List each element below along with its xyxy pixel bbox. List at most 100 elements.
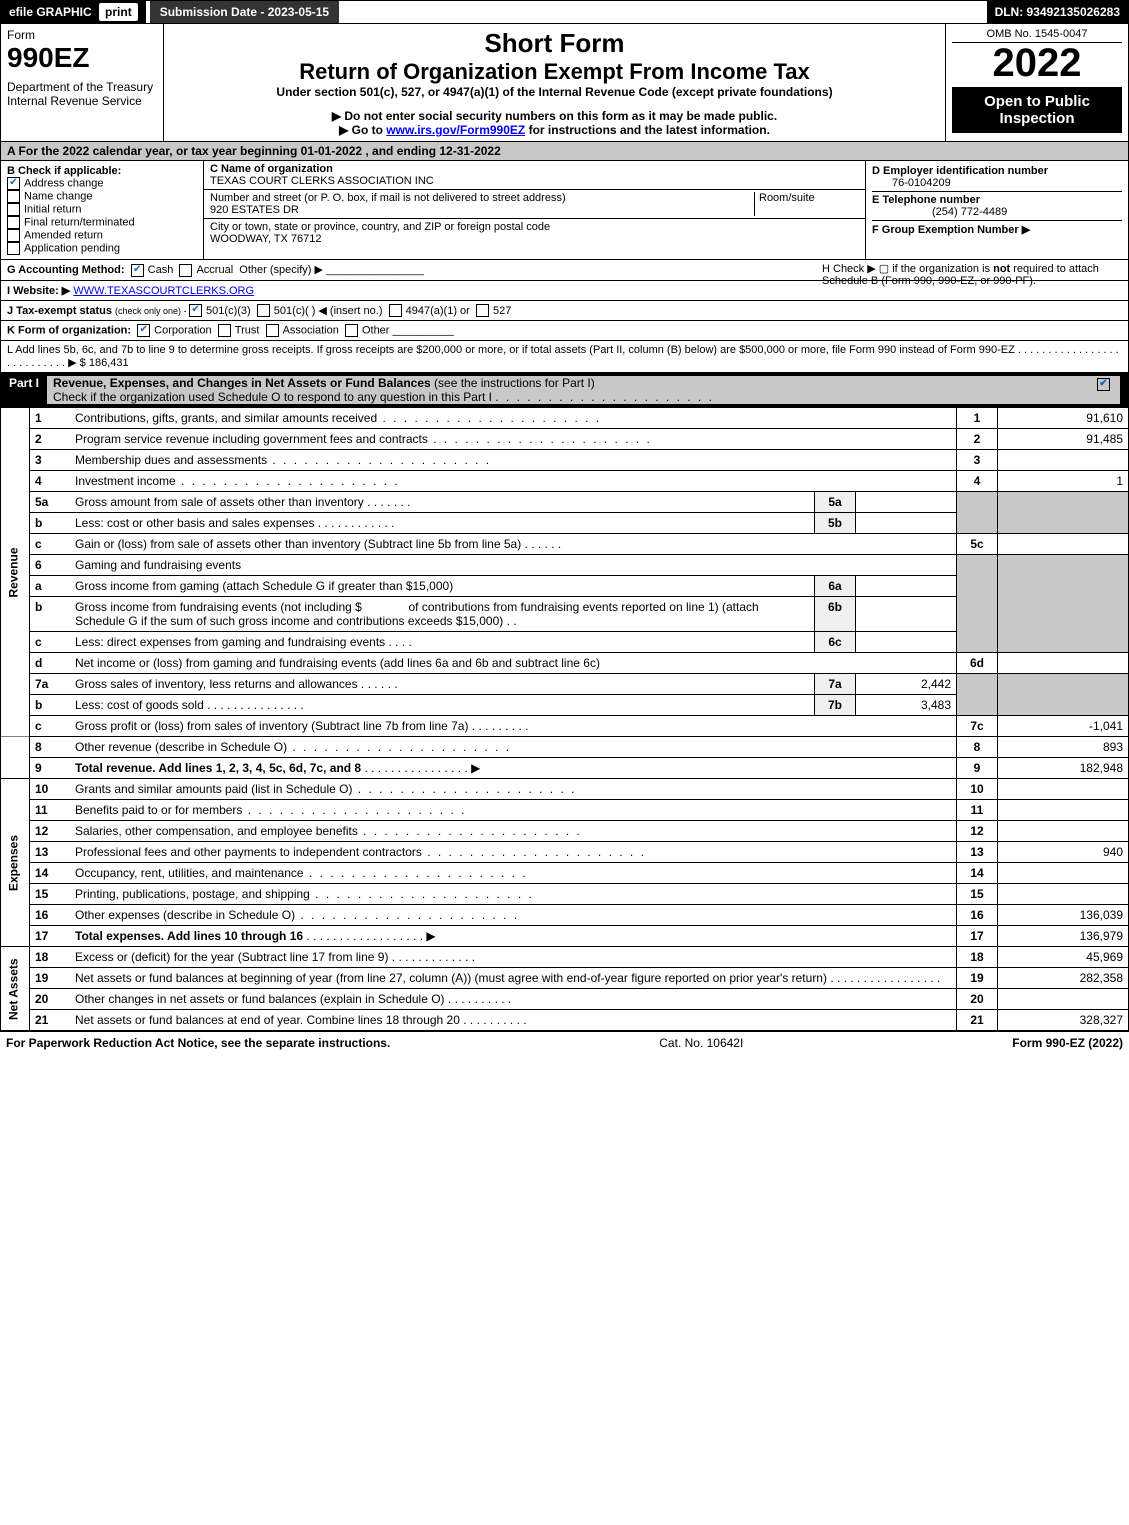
row-l-gross-receipts: L Add lines 5b, 6c, and 7b to line 9 to … (0, 341, 1129, 373)
chk-initial-return[interactable] (7, 203, 20, 216)
ln-20: 20 (30, 989, 71, 1010)
rnum-5c: 5c (957, 534, 998, 555)
k-label: K Form of organization: (7, 325, 131, 337)
chk-4947a1[interactable] (389, 304, 402, 317)
midnum-6a: 6a (815, 576, 856, 597)
footer-right: Form 990-EZ (2022) (1012, 1036, 1123, 1050)
lbl-527: 527 (493, 305, 511, 317)
ln-5a: 5a (30, 492, 71, 513)
desc-19-text: Net assets or fund balances at beginning… (75, 971, 827, 985)
chk-address-change[interactable] (7, 177, 20, 190)
open-inspection: Open to Public Inspection (952, 87, 1122, 133)
chk-527[interactable] (476, 304, 489, 317)
desc-6c: Less: direct expenses from gaming and fu… (70, 632, 815, 653)
tax-year: 2022 (952, 43, 1122, 83)
chk-association[interactable] (266, 324, 279, 337)
f-grp-label: F Group Exemption Number ▶ (872, 224, 1030, 236)
col-b-checkboxes: B Check if applicable: Address change Na… (1, 161, 204, 259)
lbl-final-return: Final return/terminated (24, 216, 135, 228)
rval-5c (998, 534, 1129, 555)
chk-name-change[interactable] (7, 190, 20, 203)
chk-cash[interactable] (131, 264, 144, 277)
row-a-calendar-year: A For the 2022 calendar year, or tax yea… (0, 142, 1129, 161)
row-i-website: I Website: ▶ WWW.TEXASCOURTCLERKS.ORG (0, 281, 1129, 301)
rnum-2: 2 (957, 429, 998, 450)
org-city: WOODWAY, TX 76712 (210, 233, 321, 245)
rval-1: 91,610 (998, 408, 1129, 429)
footer-catno: Cat. No. 10642I (659, 1036, 743, 1050)
chk-other-org[interactable] (345, 324, 358, 337)
goto-post: for instructions and the latest informat… (525, 123, 770, 137)
desc-5b: Less: cost or other basis and sales expe… (70, 513, 815, 534)
i-label: I Website: ▶ (7, 285, 70, 297)
ln-9: 9 (30, 758, 71, 779)
desc-5a-text: Gross amount from sale of assets other t… (75, 495, 364, 509)
b-title: B Check if applicable: (7, 165, 121, 177)
desc-7b: Less: cost of goods sold . . . . . . . .… (70, 695, 815, 716)
row-g-accounting: G Accounting Method: Cash Accrual Other … (0, 260, 1129, 281)
chk-trust[interactable] (218, 324, 231, 337)
rnum-5ab-shade (957, 492, 998, 534)
form-header-right: OMB No. 1545-0047 2022 Open to Public In… (945, 24, 1128, 141)
rval-15 (998, 884, 1129, 905)
l-amount: 186,431 (89, 357, 129, 369)
form-header-center: Short Form Return of Organization Exempt… (164, 24, 945, 141)
sidebar-revenue: Revenue (1, 408, 30, 737)
desc-13: Professional fees and other payments to … (70, 842, 957, 863)
desc-16-text: Other expenses (describe in Schedule O) (75, 908, 295, 922)
chk-application-pending[interactable] (7, 242, 20, 255)
h-text1: H Check ▶ ▢ if the organization is (822, 263, 993, 275)
rval-13: 940 (998, 842, 1129, 863)
chk-amended-return[interactable] (7, 229, 20, 242)
rval-6d (998, 653, 1129, 674)
desc-4: Investment income (70, 471, 957, 492)
desc-1: Contributions, gifts, grants, and simila… (70, 408, 957, 429)
form-header-left: Form 990EZ Department of the Treasury In… (1, 24, 164, 141)
rval-7ab-shade (998, 674, 1129, 716)
chk-501c[interactable] (257, 304, 270, 317)
g-label: G Accounting Method: (7, 264, 125, 276)
lbl-association: Association (283, 325, 339, 337)
part-1-title-b: Revenue, Expenses, and Changes in Net As… (53, 376, 431, 390)
desc-3: Membership dues and assessments (70, 450, 957, 471)
website-link[interactable]: WWW.TEXASCOURTCLERKS.ORG (73, 285, 254, 297)
rval-4: 1 (998, 471, 1129, 492)
chk-accrual[interactable] (179, 264, 192, 277)
desc-3-text: Membership dues and assessments (75, 453, 267, 467)
rnum-18: 18 (957, 947, 998, 968)
chk-corporation[interactable] (137, 324, 150, 337)
midval-7a: 2,442 (856, 674, 957, 695)
rval-16: 136,039 (998, 905, 1129, 926)
rnum-4: 4 (957, 471, 998, 492)
rnum-1: 1 (957, 408, 998, 429)
lbl-trust: Trust (235, 325, 260, 337)
rnum-9: 9 (957, 758, 998, 779)
lbl-other-org: Other (362, 325, 390, 337)
rval-20 (998, 989, 1129, 1010)
goto-link[interactable]: www.irs.gov/Form990EZ (386, 123, 525, 137)
row-j-tax-exempt: J Tax-exempt status (check only one) - 5… (0, 301, 1129, 322)
ln-5b: b (30, 513, 71, 534)
chk-part1-scho[interactable] (1097, 378, 1110, 391)
desc-21-text: Net assets or fund balances at end of ye… (75, 1013, 460, 1027)
chk-501c3[interactable] (189, 304, 202, 317)
form-label: Form (7, 28, 157, 42)
rval-8: 893 (998, 737, 1129, 758)
ln-6b: b (30, 597, 71, 632)
desc-6c-text: Less: direct expenses from gaming and fu… (75, 635, 385, 649)
desc-5b-text: Less: cost or other basis and sales expe… (75, 516, 314, 530)
desc-1-text: Contributions, gifts, grants, and simila… (75, 411, 377, 425)
rval-2: 91,485 (998, 429, 1129, 450)
ln-21: 21 (30, 1010, 71, 1031)
chk-final-return[interactable] (7, 216, 20, 229)
c-street-label: Number and street (or P. O. box, if mail… (210, 192, 566, 204)
print-button[interactable]: print (99, 3, 138, 21)
efile-label: efile GRAPHIC print (1, 1, 146, 23)
rval-12 (998, 821, 1129, 842)
ln-18: 18 (30, 947, 71, 968)
sidebar-rev-cont (1, 737, 30, 779)
midval-6b (856, 597, 957, 632)
desc-14-text: Occupancy, rent, utilities, and maintena… (75, 866, 304, 880)
rnum-7c: 7c (957, 716, 998, 737)
ln-12: 12 (30, 821, 71, 842)
